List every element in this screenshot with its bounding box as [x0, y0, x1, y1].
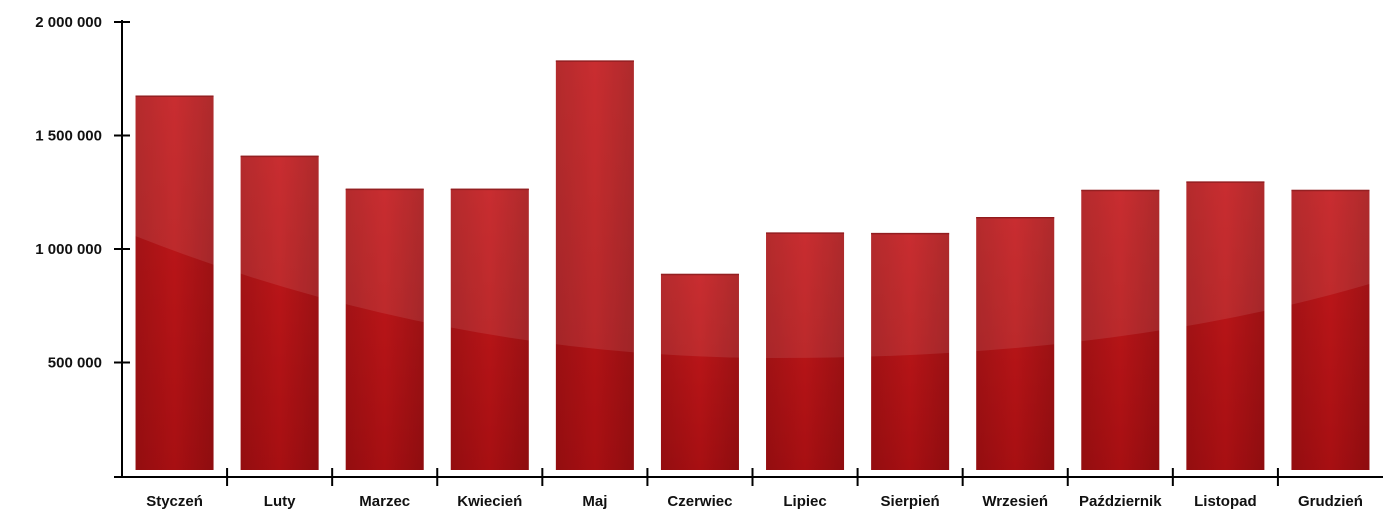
- bars-layer: [135, 60, 1370, 471]
- bar-shade: [1081, 189, 1160, 471]
- bar-shade: [766, 232, 845, 470]
- bar-group: [976, 216, 1055, 470]
- x-tick-label: Lipiec: [783, 493, 826, 510]
- bar-group: [1291, 189, 1370, 471]
- bar-shade: [871, 233, 950, 470]
- labels-layer: 500 000 1 000 000 1 500 000 2 000 000 Stycze…: [35, 14, 1363, 510]
- axes-layer: [114, 20, 1383, 486]
- bar-group: [766, 232, 845, 470]
- x-tick-label: Kwiecień: [457, 493, 522, 510]
- bar-group: [660, 273, 739, 470]
- bar-group: [1081, 189, 1160, 471]
- bar-group: [135, 95, 214, 471]
- y-tick-label: 1 000 000: [35, 241, 102, 258]
- y-tick-label: 2 000 000: [35, 14, 102, 31]
- bar-shade: [240, 155, 319, 470]
- bar-shade: [450, 188, 529, 470]
- x-tick-label: Marzec: [359, 493, 410, 510]
- bar-group: [1186, 181, 1265, 470]
- bar-shade: [976, 217, 1055, 470]
- bar-group: [871, 232, 950, 470]
- x-tick-label: Sierpień: [881, 493, 940, 510]
- x-tick-label: Październik: [1079, 493, 1162, 510]
- bar-group: [240, 155, 319, 470]
- bar-shade: [660, 273, 739, 470]
- x-tick-label: Styczeń: [146, 493, 203, 510]
- bar-group: [450, 188, 529, 470]
- bar-shade: [555, 60, 634, 471]
- x-tick-label: Grudzień: [1298, 493, 1363, 510]
- x-tick-label: Luty: [264, 493, 296, 510]
- y-tick-label: 1 500 000: [35, 128, 102, 145]
- bar-shade: [1291, 189, 1370, 471]
- x-tick-label: Wrzesień: [982, 493, 1048, 510]
- bar-shade: [135, 95, 214, 471]
- bar-shade: [345, 188, 424, 470]
- x-tick-label: Listopad: [1194, 493, 1257, 510]
- bar-group: [555, 60, 634, 471]
- bar-shade: [1186, 181, 1265, 470]
- x-tick-label: Maj: [582, 493, 607, 510]
- bar-group: [345, 188, 424, 470]
- x-tick-label: Czerwiec: [667, 493, 732, 510]
- y-tick-label: 500 000: [48, 355, 102, 372]
